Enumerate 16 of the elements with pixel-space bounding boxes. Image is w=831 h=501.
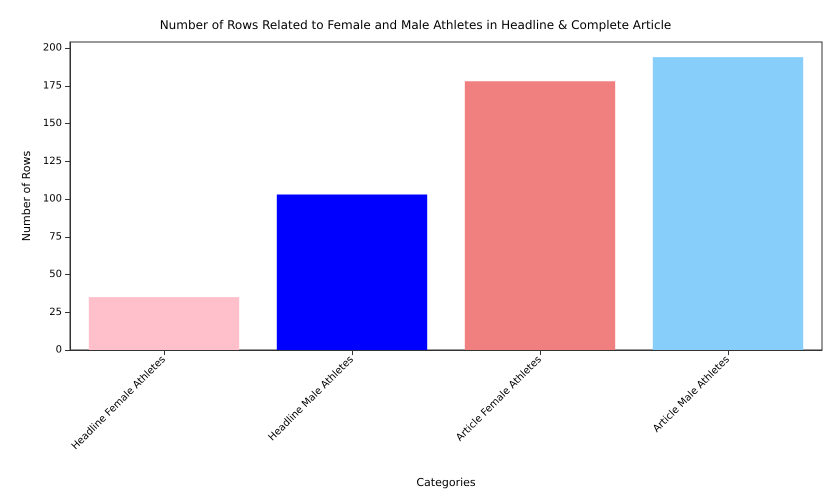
chart-title: Number of Rows Related to Female and Male Athletes in Headline & Complete Article — [160, 18, 672, 32]
y-tick-label: 100 — [42, 194, 62, 205]
y-tick-label: 175 — [42, 80, 62, 92]
y-tick-label: 50 — [49, 269, 62, 280]
y-tick-label: 150 — [42, 118, 62, 130]
y-axis-title: Number of Rows — [20, 150, 33, 242]
bar — [88, 297, 240, 350]
bar — [464, 81, 616, 350]
bar — [652, 57, 804, 350]
y-tick-label: 0 — [56, 344, 62, 356]
y-tick-label: 75 — [49, 231, 62, 242]
y-tick-label: 200 — [42, 42, 62, 54]
bar — [276, 194, 428, 350]
y-tick-label: 25 — [49, 306, 62, 318]
x-axis-title: Categories — [416, 476, 476, 489]
y-tick-label: 125 — [42, 156, 62, 167]
